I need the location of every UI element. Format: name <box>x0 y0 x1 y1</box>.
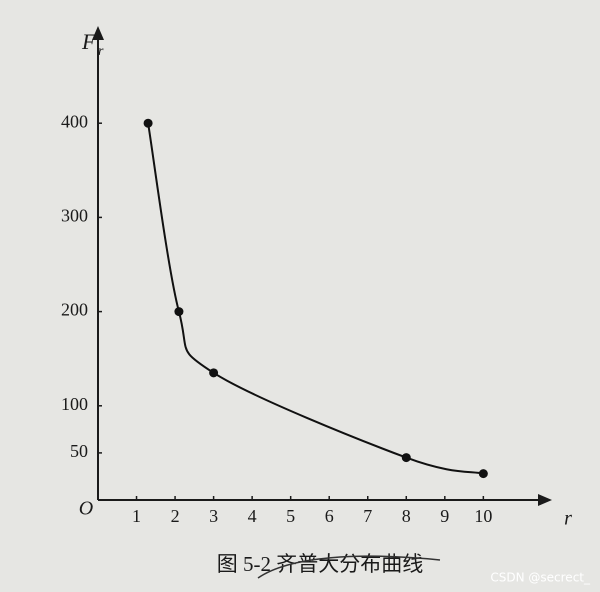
x-tick-label: 10 <box>474 506 492 526</box>
origin-label: O <box>79 498 93 520</box>
pen-mark <box>257 555 441 579</box>
y-tick-label: 200 <box>61 300 88 320</box>
data-point <box>174 307 184 317</box>
data-point <box>478 469 488 479</box>
caption: 图 5-2 齐普大分布曲线 <box>217 552 424 576</box>
x-tick-label: 8 <box>402 506 411 526</box>
x-tick-label: 9 <box>440 506 449 526</box>
y-tick-label: 300 <box>61 206 88 226</box>
y-tick-label: 50 <box>70 441 88 461</box>
x-tick-label: 1 <box>132 506 141 526</box>
data-point <box>209 368 219 378</box>
x-tick-label: 2 <box>171 506 180 526</box>
data-point <box>143 118 153 128</box>
x-tick-label: 5 <box>286 506 295 526</box>
data-point <box>401 453 411 463</box>
y-tick-label: 100 <box>61 394 88 414</box>
x-tick-label: 3 <box>209 506 218 526</box>
x-axis-label: r <box>564 508 572 530</box>
y-arrow <box>92 26 104 40</box>
x-tick-label: 4 <box>248 506 257 526</box>
curve <box>147 123 484 475</box>
watermark: CSDN @secrect_ <box>490 571 591 585</box>
x-tick-label: 7 <box>363 506 372 526</box>
x-tick-label: 6 <box>325 506 334 526</box>
y-axis-label-subscript: r <box>98 44 104 59</box>
x-arrow <box>538 494 552 506</box>
y-tick-label: 400 <box>61 111 88 131</box>
y-axis-label: F <box>81 29 96 54</box>
